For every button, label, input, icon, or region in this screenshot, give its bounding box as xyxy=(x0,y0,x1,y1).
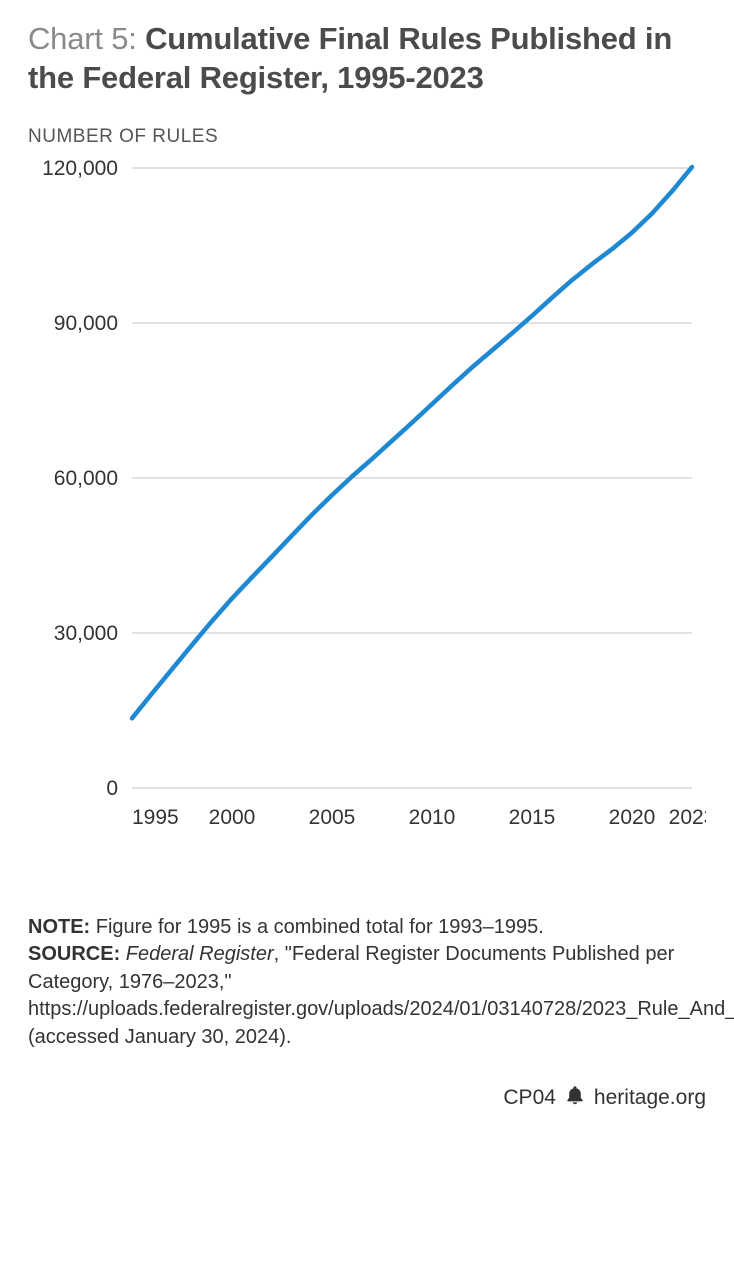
y-axis-title: NUMBER OF RULES xyxy=(28,126,706,148)
chart-number: Chart 5: xyxy=(28,21,145,56)
svg-text:2005: 2005 xyxy=(309,806,356,829)
bell-icon xyxy=(566,1085,584,1111)
svg-text:1995: 1995 xyxy=(132,806,179,829)
chart-title: Chart 5: Cumulative Final Rules Publishe… xyxy=(28,20,706,98)
source-italic: Federal Register xyxy=(120,943,273,965)
svg-text:2010: 2010 xyxy=(409,806,456,829)
svg-text:90,000: 90,000 xyxy=(54,312,118,335)
note-text: Figure for 1995 is a combined total for … xyxy=(90,916,544,938)
source-label: SOURCE: xyxy=(28,943,120,965)
chart-footer: CP04 heritage.org xyxy=(28,1085,706,1111)
svg-text:120,000: 120,000 xyxy=(42,158,118,180)
chart-svg: 0 30,000 60,000 90,000 120,000 1995 2000 2005 20… xyxy=(28,158,706,858)
svg-text:0: 0 xyxy=(106,777,118,800)
svg-text:2015: 2015 xyxy=(509,806,556,829)
note-line: NOTE: Figure for 1995 is a combined tota… xyxy=(28,914,706,942)
line-chart: 0 30,000 60,000 90,000 120,000 1995 2000 2005 20… xyxy=(28,158,706,878)
svg-text:2023: 2023 xyxy=(669,806,706,829)
note-label: NOTE: xyxy=(28,916,90,938)
svg-text:30,000: 30,000 xyxy=(54,622,118,645)
source-line: SOURCE: Federal Register, "Federal Regis… xyxy=(28,941,706,1051)
svg-text:2020: 2020 xyxy=(609,806,656,829)
svg-text:2000: 2000 xyxy=(209,806,256,829)
chart-notes: NOTE: Figure for 1995 is a combined tota… xyxy=(28,914,706,1052)
footer-site: heritage.org xyxy=(594,1086,706,1110)
svg-text:60,000: 60,000 xyxy=(54,467,118,490)
footer-code: CP04 xyxy=(503,1086,556,1110)
